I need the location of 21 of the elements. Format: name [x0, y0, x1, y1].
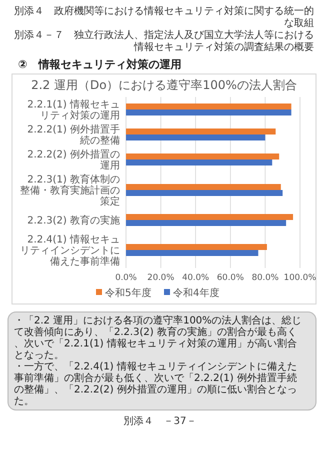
legend-label: 令和4年度 — [173, 287, 220, 299]
text: 別添４ 政府機関等における情報セキュリティ対策に関する統一的な取組 — [14, 5, 314, 29]
text: ・一方で、「2.2.4(1) 情報セキュリティインシデントに備えた事前準備」の割合が最も低く、次いで「2.2.2(1) 例外措置手続の整備」、「2.2.2(2) 例外措置の運用」の順に低い割合となった。 — [14, 360, 297, 407]
y-tick-label: 2.2.3(1) 教育体制の整備・教育実施計画の策定 — [20, 174, 120, 208]
y-tick-label: 2.2.3(2) 教育の実施 — [27, 214, 120, 226]
y-tick-label: 2.2.4(1) 情報セキュリティインシデントに備えた事前準備 — [20, 234, 120, 268]
x-tick-label: 20.0% — [147, 273, 174, 283]
x-tick-label: 40.0% — [182, 273, 210, 283]
legend-label: 令和5年度 — [105, 287, 152, 299]
x-tick-label: 100.0% — [284, 273, 316, 283]
x-tick-label: 0.0% — [115, 273, 137, 283]
y-tick-label: 2.2.2(1) 例外措置手続の整備 — [27, 124, 120, 146]
text: ・「2.2 運用」における各項の遵守率100%の法人割合は、総じて改善傾向にあり、「2.2.3(2) 教育の実施」の割合が最も高く、次いで「2.2.1(1) 情報セキュリティ対策の運用」が高い割合となった。 — [14, 314, 302, 361]
y-tick-label: 2.2.2(2) 例外措置の運用 — [27, 148, 120, 172]
y-tick-label: 2.2.1(1) 情報セキュリティ対策の運用 — [27, 98, 120, 122]
x-tick-label: 60.0% — [216, 273, 244, 283]
text: 別添４－７ 独立行政法人、指定法人及び国立大学法人等における情報セキュリティ対策の調査結果の概要 — [14, 29, 314, 53]
chart-title: 2.2 運用（Do）における遵守率100%の法人割合 — [31, 78, 297, 92]
text: 別添４ －37－ — [124, 415, 196, 427]
text: ② 情報セキュリティ対策の運用 — [18, 58, 182, 71]
x-tick-label: 80.0% — [252, 273, 279, 283]
